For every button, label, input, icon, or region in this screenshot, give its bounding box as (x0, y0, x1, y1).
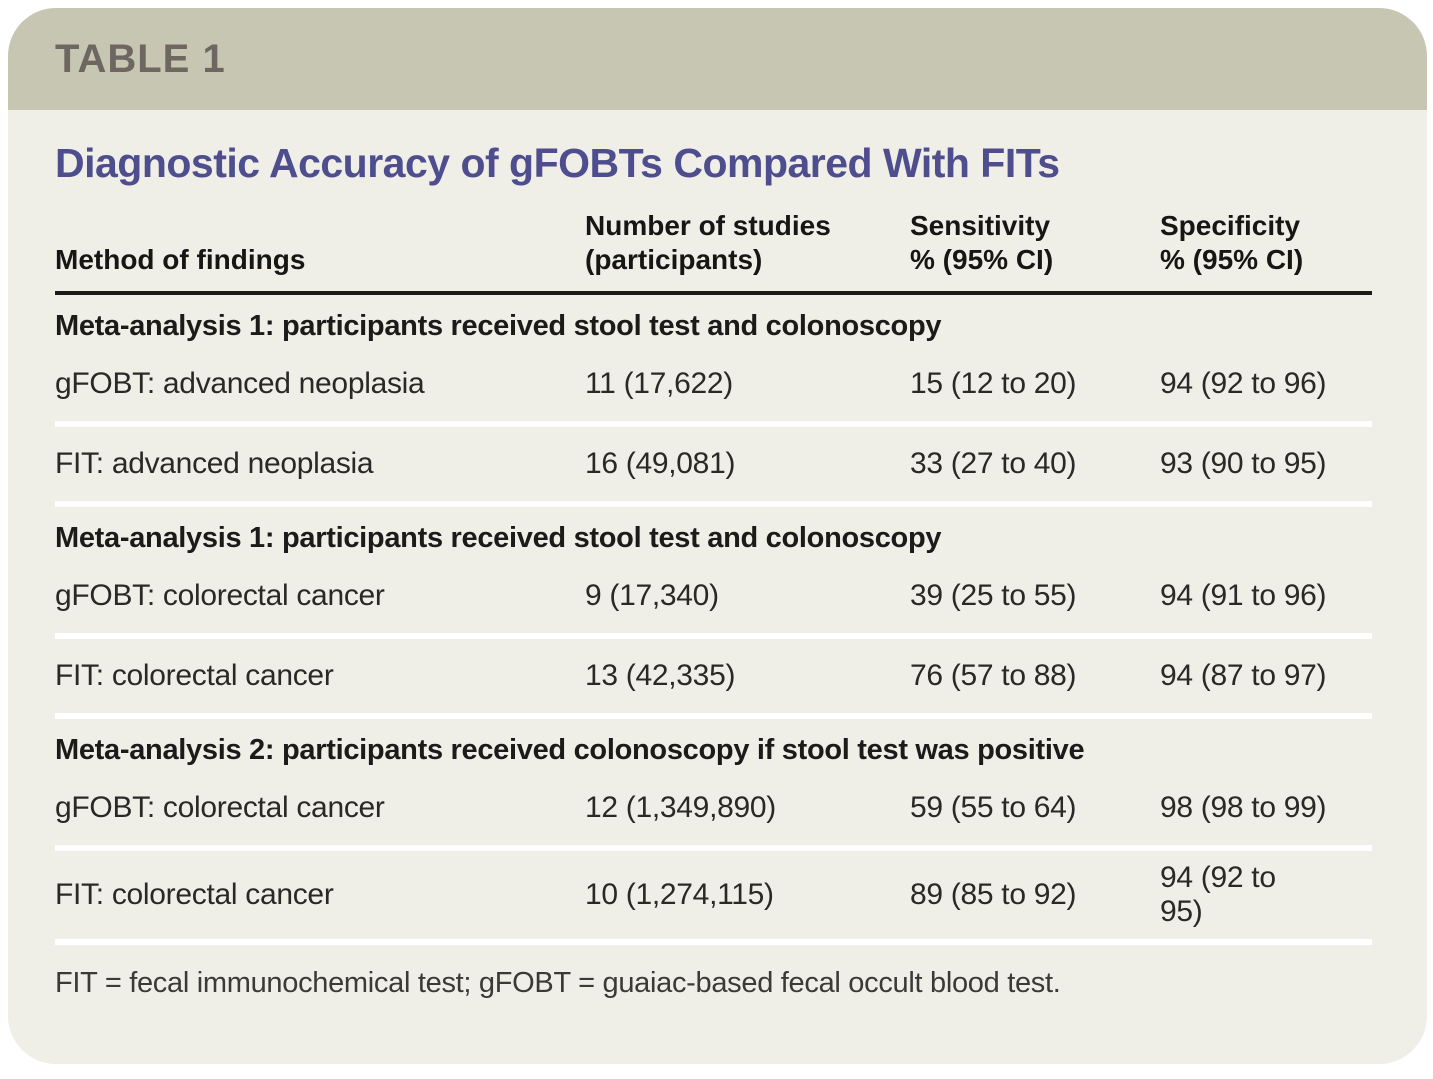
table-row: gFOBT: advanced neoplasia 11 (17,622) 15 (… (55, 347, 1372, 421)
row-separator (55, 845, 1372, 852)
studies-cell: 12 (1,349,890) (585, 791, 776, 825)
sensitivity-cell: 33 (27 to 40) (910, 447, 1077, 481)
method-cell: FIT: advanced neoplasia (55, 447, 374, 481)
table-title: Diagnostic Accuracy of gFOBTs Compared W… (55, 140, 1060, 186)
column-header-sensitivity: Sensitivity % (95% CI) (910, 210, 1054, 276)
table-tag-band: TABLE 1 (8, 8, 1427, 110)
studies-cell: 13 (42,335) (585, 659, 736, 693)
table-row: gFOBT: colorectal cancer 9 (17,340) 39 (25… (55, 559, 1372, 633)
sensitivity-cell: 89 (85 to 92) (910, 878, 1077, 912)
row-separator (55, 501, 1372, 508)
sensitivity-cell: 39 (25 to 55) (910, 579, 1077, 613)
method-cell: gFOBT: colorectal cancer (55, 579, 385, 613)
sensitivity-cell: 76 (57 to 88) (910, 659, 1077, 693)
section-heading: Meta-analysis 2: participants received c… (55, 734, 1085, 767)
sensitivity-cell: 15 (12 to 20) (910, 367, 1077, 401)
table-tag: TABLE 1 (55, 36, 226, 81)
specificity-cell: 98 (98 to 99) (1160, 791, 1327, 825)
specificity-cell: 94 (91 to 96) (1160, 579, 1327, 613)
column-header-method: Method of findings (55, 244, 306, 276)
section-heading: Meta-analysis 1: participants received s… (55, 522, 942, 555)
specificity-cell: 94 (92 to 95) (1160, 861, 1276, 929)
studies-cell: 16 (49,081) (585, 447, 736, 481)
table-footnote: FIT = fecal immunochemical test; gFOBT =… (55, 967, 1061, 1000)
column-header-studies: Number of studies (participants) (585, 210, 831, 276)
table-header-row: Method of findings Number of studies (pa… (55, 209, 1372, 296)
row-separator (55, 713, 1372, 720)
method-cell: gFOBT: advanced neoplasia (55, 367, 425, 401)
table-body: Diagnostic Accuracy of gFOBTs Compared W… (8, 110, 1427, 1064)
table-row: FIT: colorectal cancer 10 (1,274,115) 89 (… (55, 851, 1372, 939)
specificity-cell: 94 (92 to 96) (1160, 367, 1327, 401)
studies-cell: 10 (1,274,115) (585, 878, 774, 912)
sensitivity-cell: 59 (55 to 64) (910, 791, 1077, 825)
column-header-specificity: Specificity % (95% CI) (1160, 210, 1304, 276)
table-row: gFOBT: colorectal cancer 12 (1,349,890) 59… (55, 771, 1372, 845)
table-rows: Meta-analysis 1: participants received s… (55, 295, 1372, 946)
method-cell: gFOBT: colorectal cancer (55, 791, 385, 825)
table-card: TABLE 1 Diagnostic Accuracy of gFOBTs Co… (8, 8, 1427, 1064)
row-separator (55, 633, 1372, 640)
specificity-cell: 93 (90 to 95) (1160, 447, 1327, 481)
method-cell: FIT: colorectal cancer (55, 659, 334, 693)
specificity-cell: 94 (87 to 97) (1160, 659, 1327, 693)
table-row: FIT: advanced neoplasia 16 (49,081) 33 (27… (55, 427, 1372, 501)
method-cell: FIT: colorectal cancer (55, 878, 334, 912)
studies-cell: 11 (17,622) (585, 367, 733, 401)
studies-cell: 9 (17,340) (585, 579, 719, 613)
table-row: FIT: colorectal cancer 13 (42,335) 76 (57 … (55, 639, 1372, 713)
section-heading: Meta-analysis 1: participants received s… (55, 310, 942, 343)
row-separator (55, 421, 1372, 428)
row-separator (55, 939, 1372, 946)
